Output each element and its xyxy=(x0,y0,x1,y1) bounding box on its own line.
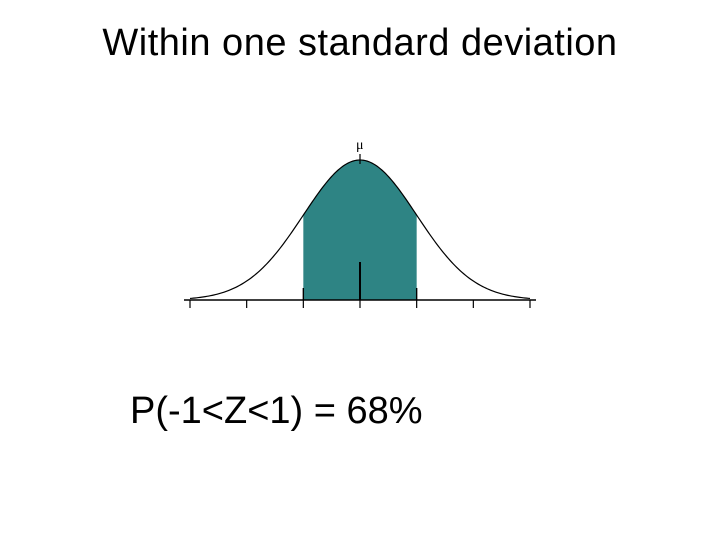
chart-svg xyxy=(170,140,550,340)
probability-formula: P(-1<Z<1) = 68% xyxy=(130,390,423,433)
page-title: Within one standard deviation xyxy=(0,22,720,65)
normal-distribution-chart: μ xyxy=(170,140,550,340)
slide: Within one standard deviation μ P(-1<Z<1… xyxy=(0,0,720,540)
mu-label: μ xyxy=(356,138,364,154)
